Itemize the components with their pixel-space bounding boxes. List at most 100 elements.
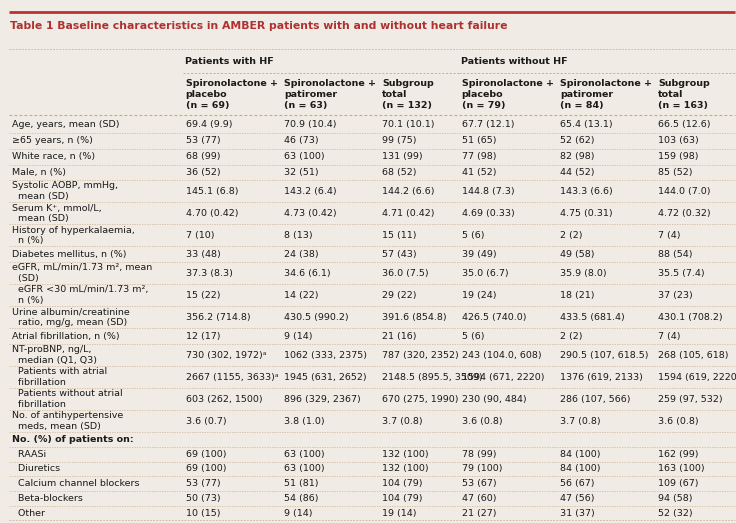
Text: No. (%) of patients on:: No. (%) of patients on: bbox=[12, 435, 133, 444]
Text: 5 (6): 5 (6) bbox=[461, 231, 484, 240]
Text: 8 (13): 8 (13) bbox=[284, 231, 313, 240]
Text: 66.5 (12.6): 66.5 (12.6) bbox=[658, 120, 710, 129]
Text: 54 (86): 54 (86) bbox=[284, 494, 319, 503]
Text: 143.3 (6.6): 143.3 (6.6) bbox=[560, 187, 612, 196]
Text: Spironolactone +
patiromer
(n = 84): Spironolactone + patiromer (n = 84) bbox=[560, 78, 652, 110]
Text: 4.72 (0.32): 4.72 (0.32) bbox=[658, 209, 711, 218]
Text: 68 (52): 68 (52) bbox=[382, 168, 417, 177]
Text: 94 (58): 94 (58) bbox=[658, 494, 693, 503]
Text: 49 (58): 49 (58) bbox=[560, 250, 595, 259]
Text: 670 (275, 1990): 670 (275, 1990) bbox=[382, 395, 459, 404]
Text: 2 (2): 2 (2) bbox=[560, 332, 582, 340]
Text: 65.4 (13.1): 65.4 (13.1) bbox=[560, 120, 612, 129]
Text: 433.5 (681.4): 433.5 (681.4) bbox=[560, 313, 625, 322]
Text: 4.70 (0.42): 4.70 (0.42) bbox=[185, 209, 238, 218]
Text: 35.9 (8.0): 35.9 (8.0) bbox=[560, 269, 606, 278]
Text: No. of antihypertensive
  meds, mean (SD): No. of antihypertensive meds, mean (SD) bbox=[12, 411, 123, 431]
Text: Patients without atrial
  fibrillation: Patients without atrial fibrillation bbox=[12, 389, 122, 409]
Text: 63 (100): 63 (100) bbox=[284, 450, 325, 459]
Text: Male, n (%): Male, n (%) bbox=[12, 168, 66, 177]
Text: Other: Other bbox=[12, 508, 45, 518]
Text: 391.6 (854.8): 391.6 (854.8) bbox=[382, 313, 447, 322]
Text: 132 (100): 132 (100) bbox=[382, 450, 429, 459]
Text: 132 (100): 132 (100) bbox=[382, 464, 429, 473]
Text: 57 (43): 57 (43) bbox=[382, 250, 417, 259]
Text: Spironolactone +
placebo
(n = 69): Spironolactone + placebo (n = 69) bbox=[185, 78, 277, 110]
Text: 1376 (619, 2133): 1376 (619, 2133) bbox=[560, 372, 643, 382]
Text: Patients with HF: Patients with HF bbox=[185, 56, 274, 66]
Text: Age, years, mean (SD): Age, years, mean (SD) bbox=[12, 120, 119, 129]
Text: 426.5 (740.0): 426.5 (740.0) bbox=[461, 313, 526, 322]
Text: 35.5 (7.4): 35.5 (7.4) bbox=[658, 269, 705, 278]
Text: 15 (22): 15 (22) bbox=[185, 291, 220, 300]
Text: Beta-blockers: Beta-blockers bbox=[12, 494, 82, 503]
Text: 67.7 (12.1): 67.7 (12.1) bbox=[461, 120, 514, 129]
Text: 109 (67): 109 (67) bbox=[658, 479, 698, 488]
Text: 2148.5 (895.5, 3509): 2148.5 (895.5, 3509) bbox=[382, 372, 483, 382]
Text: 4.69 (0.33): 4.69 (0.33) bbox=[461, 209, 514, 218]
Text: Table 1 Baseline characteristics in AMBER patients with and without heart failur: Table 1 Baseline characteristics in AMBE… bbox=[10, 21, 508, 31]
Text: 290.5 (107, 618.5): 290.5 (107, 618.5) bbox=[560, 350, 648, 360]
Text: 1062 (333, 2375): 1062 (333, 2375) bbox=[284, 350, 367, 360]
Text: 5 (6): 5 (6) bbox=[461, 332, 484, 340]
Text: eGFR <30 mL/min/1.73 m²,
  n (%): eGFR <30 mL/min/1.73 m², n (%) bbox=[12, 286, 148, 305]
Text: 88 (54): 88 (54) bbox=[658, 250, 693, 259]
Text: 84 (100): 84 (100) bbox=[560, 464, 601, 473]
Text: 29 (22): 29 (22) bbox=[382, 291, 417, 300]
Text: 4.73 (0.42): 4.73 (0.42) bbox=[284, 209, 336, 218]
Text: 104 (79): 104 (79) bbox=[382, 494, 422, 503]
Text: Patients without HF: Patients without HF bbox=[461, 56, 567, 66]
Text: 1594 (671, 2220): 1594 (671, 2220) bbox=[461, 372, 544, 382]
Text: eGFR, mL/min/1.73 m², mean
  (SD): eGFR, mL/min/1.73 m², mean (SD) bbox=[12, 264, 152, 283]
Text: Atrial fibrillation, n (%): Atrial fibrillation, n (%) bbox=[12, 332, 119, 340]
Text: 53 (67): 53 (67) bbox=[461, 479, 496, 488]
Text: 46 (73): 46 (73) bbox=[284, 137, 319, 145]
Text: 19 (24): 19 (24) bbox=[461, 291, 496, 300]
Text: 53 (77): 53 (77) bbox=[185, 479, 220, 488]
Text: 230 (90, 484): 230 (90, 484) bbox=[461, 395, 526, 404]
Text: 159 (98): 159 (98) bbox=[658, 152, 698, 161]
Text: 53 (77): 53 (77) bbox=[185, 137, 220, 145]
Text: 12 (17): 12 (17) bbox=[185, 332, 220, 340]
Text: 1945 (631, 2652): 1945 (631, 2652) bbox=[284, 372, 367, 382]
Text: 18 (21): 18 (21) bbox=[560, 291, 595, 300]
Text: Systolic AOBP, mmHg,
  mean (SD): Systolic AOBP, mmHg, mean (SD) bbox=[12, 181, 118, 201]
Text: 47 (60): 47 (60) bbox=[461, 494, 496, 503]
Text: 51 (81): 51 (81) bbox=[284, 479, 319, 488]
Text: 3.6 (0.8): 3.6 (0.8) bbox=[658, 417, 698, 426]
Text: 35.0 (6.7): 35.0 (6.7) bbox=[461, 269, 508, 278]
Text: 4.75 (0.31): 4.75 (0.31) bbox=[560, 209, 612, 218]
Text: 33 (48): 33 (48) bbox=[185, 250, 220, 259]
Text: 19 (14): 19 (14) bbox=[382, 508, 417, 518]
Text: 63 (100): 63 (100) bbox=[284, 464, 325, 473]
Text: 78 (99): 78 (99) bbox=[461, 450, 496, 459]
Text: 24 (38): 24 (38) bbox=[284, 250, 319, 259]
Text: 144.2 (6.6): 144.2 (6.6) bbox=[382, 187, 435, 196]
Text: 143.2 (6.4): 143.2 (6.4) bbox=[284, 187, 336, 196]
Text: 3.8 (1.0): 3.8 (1.0) bbox=[284, 417, 325, 426]
Text: 37 (23): 37 (23) bbox=[658, 291, 693, 300]
Text: 1594 (619, 2220): 1594 (619, 2220) bbox=[658, 372, 736, 382]
Text: 50 (73): 50 (73) bbox=[185, 494, 220, 503]
Text: 56 (67): 56 (67) bbox=[560, 479, 595, 488]
Text: 21 (27): 21 (27) bbox=[461, 508, 496, 518]
Text: 69 (100): 69 (100) bbox=[185, 464, 226, 473]
Text: 430.5 (990.2): 430.5 (990.2) bbox=[284, 313, 349, 322]
Text: 162 (99): 162 (99) bbox=[658, 450, 698, 459]
Text: 2 (2): 2 (2) bbox=[560, 231, 582, 240]
Text: 21 (16): 21 (16) bbox=[382, 332, 417, 340]
Text: 7 (4): 7 (4) bbox=[658, 231, 681, 240]
Text: 14 (22): 14 (22) bbox=[284, 291, 319, 300]
Text: 44 (52): 44 (52) bbox=[560, 168, 595, 177]
Text: 36.0 (7.5): 36.0 (7.5) bbox=[382, 269, 429, 278]
Text: 41 (52): 41 (52) bbox=[461, 168, 496, 177]
Text: 144.0 (7.0): 144.0 (7.0) bbox=[658, 187, 710, 196]
Text: 31 (37): 31 (37) bbox=[560, 508, 595, 518]
Text: 3.7 (0.8): 3.7 (0.8) bbox=[560, 417, 601, 426]
Text: 51 (65): 51 (65) bbox=[461, 137, 496, 145]
Text: 603 (262, 1500): 603 (262, 1500) bbox=[185, 395, 262, 404]
Text: 36 (52): 36 (52) bbox=[185, 168, 220, 177]
Text: 79 (100): 79 (100) bbox=[461, 464, 502, 473]
Text: Patients with atrial
  fibrillation: Patients with atrial fibrillation bbox=[12, 367, 107, 387]
Text: 430.1 (708.2): 430.1 (708.2) bbox=[658, 313, 723, 322]
